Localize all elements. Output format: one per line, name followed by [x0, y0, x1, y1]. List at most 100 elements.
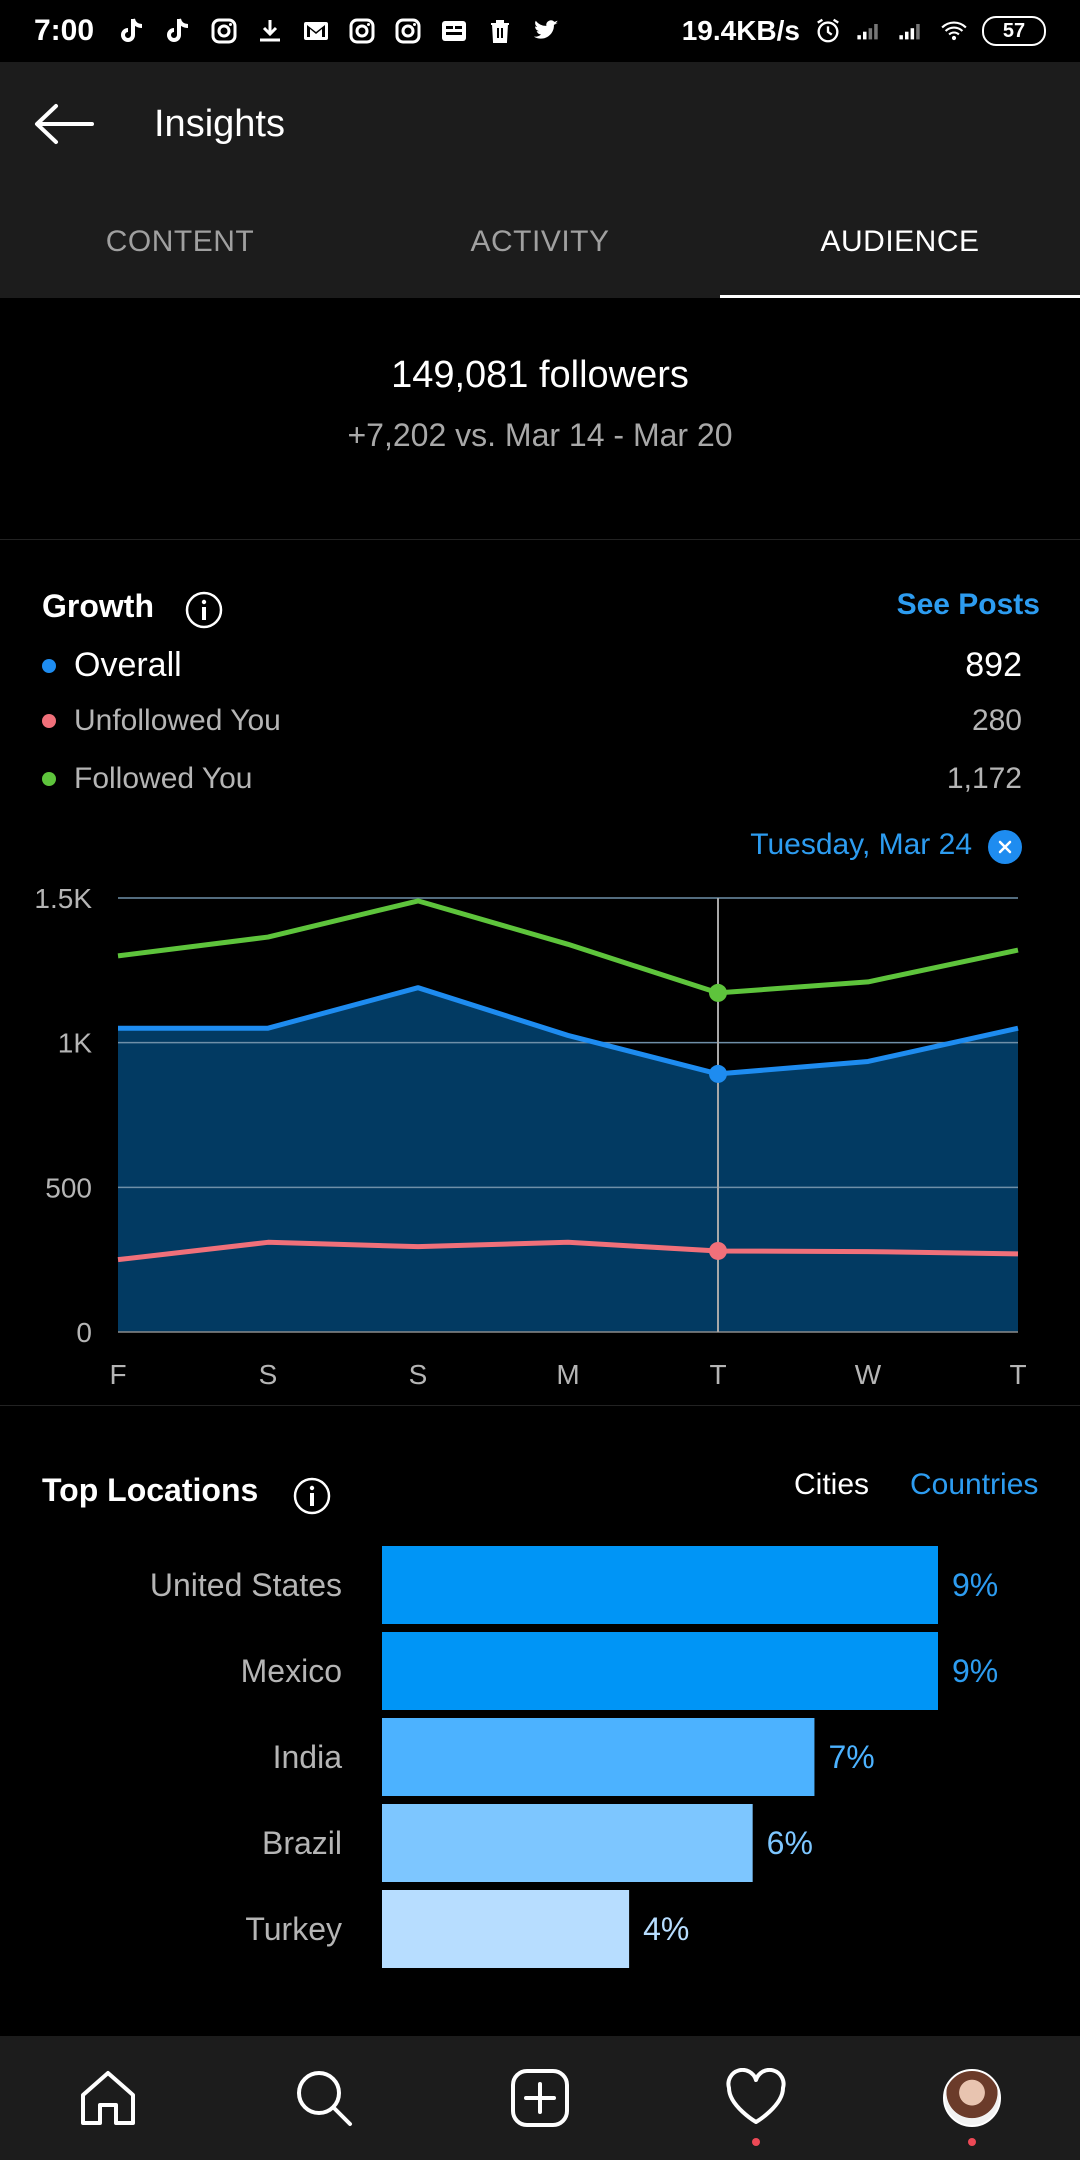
location-value: 9% [952, 1567, 998, 1603]
legend-value: 280 [971, 704, 1022, 737]
location-label: Turkey [245, 1911, 342, 1947]
tab-activity[interactable]: ACTIVITY [470, 225, 610, 258]
insights-tabs: CONTENT ACTIVITY AUDIENCE [0, 186, 1080, 298]
add-post-icon [511, 2069, 569, 2127]
nav-search[interactable] [216, 2036, 432, 2160]
twitter-icon [532, 17, 560, 45]
info-icon[interactable] [184, 590, 224, 630]
x-tick-label: T [709, 1359, 726, 1390]
followers-count: 149,081 followers [391, 354, 689, 396]
followers-delta: +7,202 vs. Mar 14 - Mar 20 [347, 417, 733, 453]
growth-title: Growth [42, 588, 154, 624]
x-tick-label: W [855, 1359, 882, 1390]
legend-dot [42, 714, 56, 728]
legend-value: 892 [965, 646, 1022, 684]
location-bar [382, 1890, 630, 1968]
nav-home[interactable] [0, 2036, 216, 2160]
close-icon [998, 840, 1012, 854]
clear-selection-button[interactable] [988, 830, 1022, 864]
y-tick-label: 500 [45, 1172, 92, 1203]
y-tick-label: 1.5K [34, 883, 92, 914]
legend-name: Followed You [74, 762, 253, 795]
top-locations-chart: United States 9% Mexico 9% India 7% Brazil 6% Tu… [150, 1546, 998, 1968]
location-bar [382, 1718, 815, 1796]
location-label: United States [150, 1567, 342, 1603]
legend-overall: Overall 892 [42, 646, 1022, 685]
nav-activity[interactable] [648, 2036, 864, 2160]
x-tick-label: M [556, 1359, 579, 1390]
location-label: India [273, 1739, 343, 1775]
legend-value: 1,172 [946, 762, 1022, 795]
selected-point [709, 983, 727, 1002]
location-bar [382, 1546, 938, 1624]
x-tick-label: T [1009, 1359, 1026, 1390]
back-arrow-icon [35, 104, 94, 144]
home-icon [81, 2071, 135, 2125]
download-icon [256, 17, 284, 45]
legend-followed: Followed You 1,172 [42, 762, 1022, 796]
toggle-countries[interactable]: Countries [910, 1468, 1039, 1501]
info-icon[interactable] [292, 1476, 332, 1516]
selected-date: Tuesday, Mar 24 [750, 828, 972, 861]
location-value: 9% [952, 1653, 998, 1689]
location-value: 4% [643, 1911, 689, 1947]
network-speed: 19.4KB/s [681, 15, 800, 46]
signal-icon [856, 17, 884, 45]
y-tick-label: 1K [58, 1028, 93, 1059]
back-button[interactable] [24, 84, 104, 164]
bottom-nav [0, 2036, 1080, 2160]
growth-section: Growth See Posts Overall 892 Unfollowed … [0, 540, 1080, 1406]
nav-profile[interactable] [864, 2036, 1080, 2160]
toggle-cities[interactable]: Cities [794, 1468, 870, 1501]
page-title: Insights [154, 102, 285, 145]
legend-dot [42, 772, 56, 786]
location-bar [382, 1804, 753, 1882]
tiktok-icon [118, 17, 146, 45]
gmail-icon [302, 17, 330, 45]
tab-audience[interactable]: AUDIENCE [720, 186, 1080, 298]
location-label: Mexico [241, 1653, 342, 1689]
instagram-icon [348, 17, 376, 45]
see-posts-link[interactable]: See Posts [896, 588, 1040, 621]
notification-icons [118, 17, 560, 45]
x-tick-label: S [259, 1359, 278, 1390]
nav-new-post[interactable] [432, 2036, 648, 2160]
status-bar: 7:00 19.4KB/s 57 [0, 0, 1080, 62]
instagram-icon [210, 17, 238, 45]
alarm-icon [814, 17, 842, 45]
series-line-followed-you [117, 898, 1019, 996]
followers-summary: 149,081 followers +7,202 vs. Mar 14 - Ma… [0, 298, 1080, 540]
x-tick-label: S [409, 1359, 428, 1390]
location-value: 6% [767, 1825, 813, 1861]
growth-chart[interactable]: 0 500 1K 1.5K F S S M T W T [0, 540, 1080, 1406]
tab-content[interactable]: CONTENT [105, 225, 255, 258]
wifi-icon [940, 17, 968, 45]
battery-indicator: 57 [982, 16, 1046, 46]
heart-icon [726, 2068, 786, 2124]
location-bar [382, 1632, 938, 1710]
series-line-overall [118, 985, 1019, 1077]
signal-icon [898, 17, 926, 45]
system-indicators: 19.4KB/s 57 [682, 15, 1046, 47]
legend-unfollowed: Unfollowed You 280 [42, 704, 1022, 738]
legend-name: Unfollowed You [74, 704, 281, 737]
tiktok-icon [164, 17, 192, 45]
top-locations-title: Top Locations [42, 1472, 259, 1508]
news-icon [440, 17, 468, 45]
trash-icon [486, 17, 514, 45]
instagram-icon [394, 17, 422, 45]
selected-point [709, 1241, 727, 1260]
location-label: Brazil [262, 1825, 342, 1861]
legend-name: Overall [74, 646, 182, 684]
selected-point [709, 1064, 727, 1083]
search-icon [297, 2071, 352, 2126]
notification-badge [968, 2138, 976, 2146]
profile-avatar [943, 2069, 1001, 2127]
location-value: 7% [828, 1739, 874, 1775]
overall-area [118, 987, 1018, 1332]
app-header: Insights [0, 62, 1080, 186]
status-time: 7:00 [34, 14, 95, 47]
x-tick-label: F [109, 1359, 126, 1390]
top-locations-section: Top Locations Cities Countries United St… [0, 1406, 1080, 2036]
notification-badge [752, 2138, 760, 2146]
